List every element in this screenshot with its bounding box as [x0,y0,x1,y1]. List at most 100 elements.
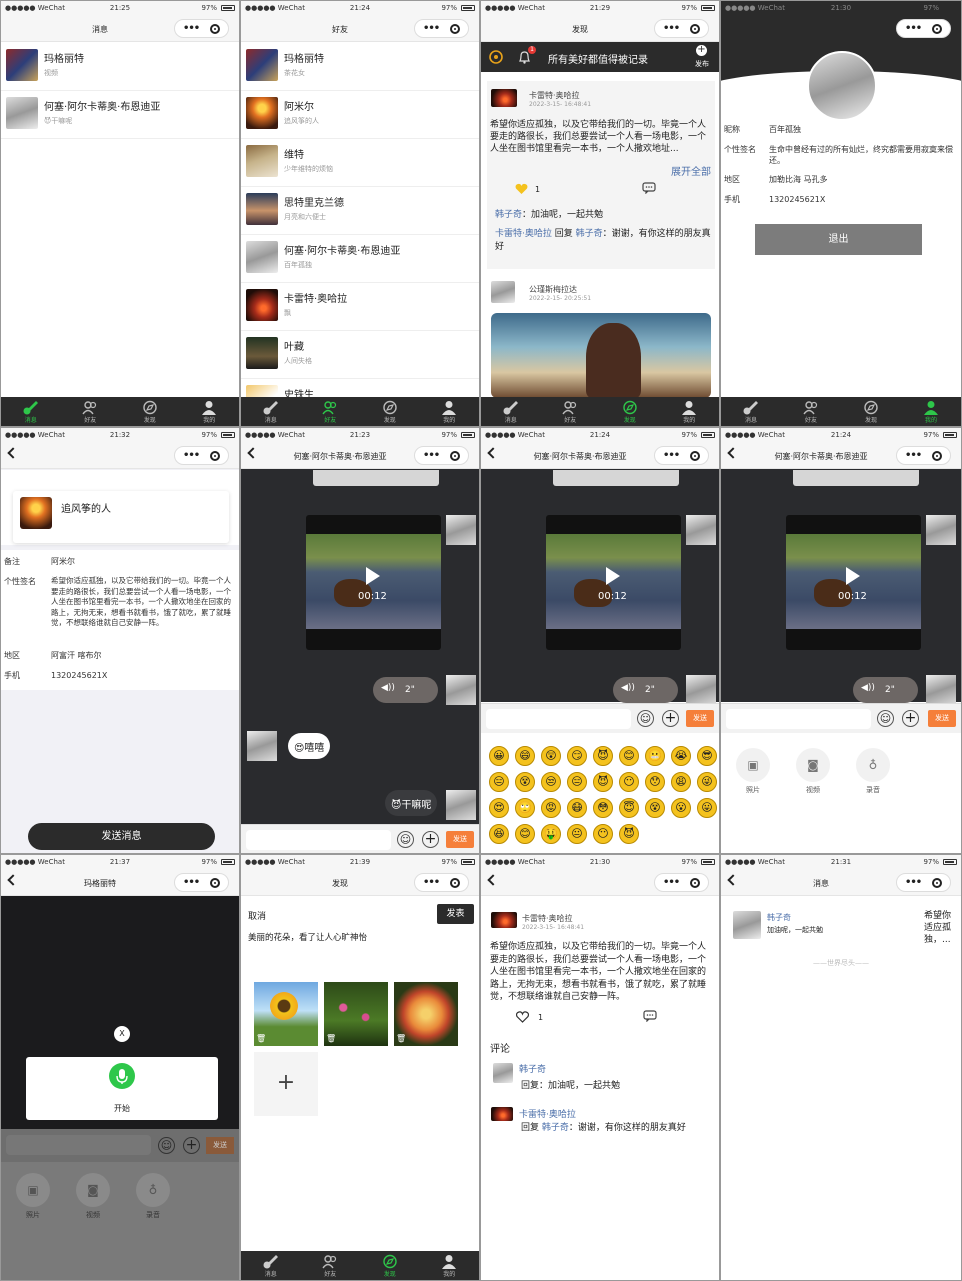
emoji-item[interactable]: 😜 [697,772,717,792]
send-button[interactable]: 发送 [206,1137,234,1154]
tab-me[interactable]: 我的 [420,397,480,426]
send-button[interactable]: 发送 [446,831,474,848]
delete-photo-icon[interactable]: 🗑 [396,1034,407,1043]
capsule-menu[interactable]: ••• [414,19,469,38]
plus-icon[interactable]: + [902,710,919,727]
emoji-item[interactable]: 🤑 [541,824,561,844]
friend-item[interactable]: 叶藏 人间失格 [241,331,479,379]
my-avatar[interactable] [446,515,476,545]
voice-message[interactable]: ◀)) 2" [373,677,438,703]
emoji-item[interactable]: 😯 [645,772,665,792]
profile-avatar[interactable] [807,51,877,121]
friend-item[interactable]: 玛格丽特 茶花女 [241,43,479,91]
tab-discover[interactable]: 发现 [360,1251,420,1280]
send-message-button[interactable]: 发送消息 [28,823,215,850]
tab-friends[interactable]: 好友 [301,1251,361,1280]
message-input[interactable] [726,709,871,729]
post-author[interactable]: 卡雷特·奥哈拉 [522,914,573,923]
photo-action-icon[interactable]: ▣ [16,1173,50,1207]
more-icon[interactable]: ••• [663,450,680,461]
emoji-item[interactable]: 😬 [645,746,665,766]
close-miniapp-icon[interactable] [690,451,700,461]
post-author[interactable]: 公瑾斯梅拉达 [529,285,577,294]
microphone-icon[interactable] [109,1063,135,1089]
microphone-icon[interactable]: ♁ [136,1173,170,1207]
back-icon[interactable] [487,874,499,886]
post-author[interactable]: 卡雷特·奥哈拉 [529,91,580,100]
capsule-menu[interactable]: ••• [654,873,709,892]
commenter-name[interactable]: 韩子奇 [519,1065,547,1075]
friend-item[interactable]: 维特 少年维特的烦恼 [241,139,479,187]
capsule-menu[interactable]: ••• [174,19,229,38]
emoji-item[interactable]: 😭 [671,746,691,766]
emoji-item[interactable]: 😐 [567,824,587,844]
expand-link[interactable]: 展开全部 [671,167,711,178]
avatar[interactable] [20,497,52,529]
friend-item[interactable]: 阿米尔 追风筝的人 [241,91,479,139]
avatar[interactable] [491,912,517,928]
friend-item[interactable]: 卡雷特·奥哈拉飘 [241,283,479,331]
cancel-button[interactable]: 取消 [248,912,267,922]
back-icon[interactable] [7,874,19,886]
delete-photo-icon[interactable]: 🗑 [256,1034,267,1043]
more-icon[interactable]: ••• [423,23,440,34]
start-record-label[interactable]: 开始 [114,1104,130,1113]
tab-me[interactable]: 我的 [660,397,720,426]
publish-label[interactable]: 发布 [695,60,709,68]
video-message[interactable]: 00:12 [786,515,921,650]
back-icon[interactable] [247,447,259,459]
emoji-item[interactable]: 😏 [567,746,587,766]
emoji-item[interactable]: 😡 [541,798,561,818]
text-message[interactable]: 😈干嘛呢 [385,790,438,816]
friend-item[interactable]: 何塞·阿尔卡蒂奥·布恩迪亚 百年孤独 [241,235,479,283]
back-icon[interactable] [727,874,739,886]
more-icon[interactable]: ••• [423,450,440,461]
emoji-item[interactable]: 😵 [515,772,535,792]
video-message[interactable]: 00:12 [306,515,441,650]
video-action-icon[interactable]: ◙ [796,748,830,782]
conversation-item[interactable]: 何塞·阿尔卡蒂奥·布恩迪亚 😈干嘛呢 [1,91,239,139]
back-icon[interactable] [487,447,499,459]
emoji-item[interactable]: 😳 [593,798,613,818]
message-input[interactable] [6,1135,151,1155]
tab-me[interactable]: 我的 [180,397,240,426]
add-photo-button[interactable]: + [254,1052,318,1116]
close-record-button[interactable]: X [114,1026,130,1042]
tab-messages[interactable]: 消息 [1,397,61,426]
emoji-item[interactable]: 😊 [515,824,535,844]
more-icon[interactable]: ••• [905,877,922,888]
capsule-menu[interactable]: ••• [174,873,229,892]
close-miniapp-icon[interactable] [932,878,942,888]
emoji-item[interactable]: 😀 [489,746,509,766]
tab-me[interactable]: 我的 [420,1251,480,1280]
avatar[interactable] [493,1063,513,1083]
more-icon[interactable]: ••• [663,23,680,34]
emoji-item[interactable]: 🙄 [515,798,535,818]
emoji-icon[interactable]: ☺ [158,1137,175,1154]
message-input[interactable] [486,709,631,729]
publish-button[interactable]: 发表 [437,904,474,924]
plus-icon[interactable]: + [422,831,439,848]
conversation-item[interactable]: 玛格丽特 视频 [1,43,239,91]
emoji-item[interactable]: 😄 [515,746,535,766]
more-icon[interactable]: ••• [183,450,200,461]
capsule-menu[interactable]: ••• [654,19,709,38]
comment-icon[interactable] [642,182,656,194]
emoji-item[interactable]: 😮 [671,798,691,818]
text-message[interactable]: 😍嘻嘻 [288,733,331,759]
tab-discover[interactable]: 发现 [360,397,420,426]
tab-messages[interactable]: 消息 [721,397,781,426]
close-miniapp-icon[interactable] [450,24,460,34]
avatar[interactable] [491,1107,513,1121]
close-miniapp-icon[interactable] [210,24,220,34]
voice-message[interactable]: ◀)) 2" [853,677,918,703]
emoji-icon[interactable]: ☺ [637,710,654,727]
emoji-item[interactable]: 😑 [567,772,587,792]
tab-friends[interactable]: 好友 [61,397,121,426]
emoji-item[interactable]: 😑 [489,772,509,792]
emoji-item[interactable]: 😊 [619,746,639,766]
commenter-name[interactable]: 卡雷特·奥哈拉 [495,229,552,239]
my-avatar[interactable] [686,515,716,545]
emoji-item[interactable]: 😈 [619,824,639,844]
tab-messages[interactable]: 消息 [241,1251,301,1280]
